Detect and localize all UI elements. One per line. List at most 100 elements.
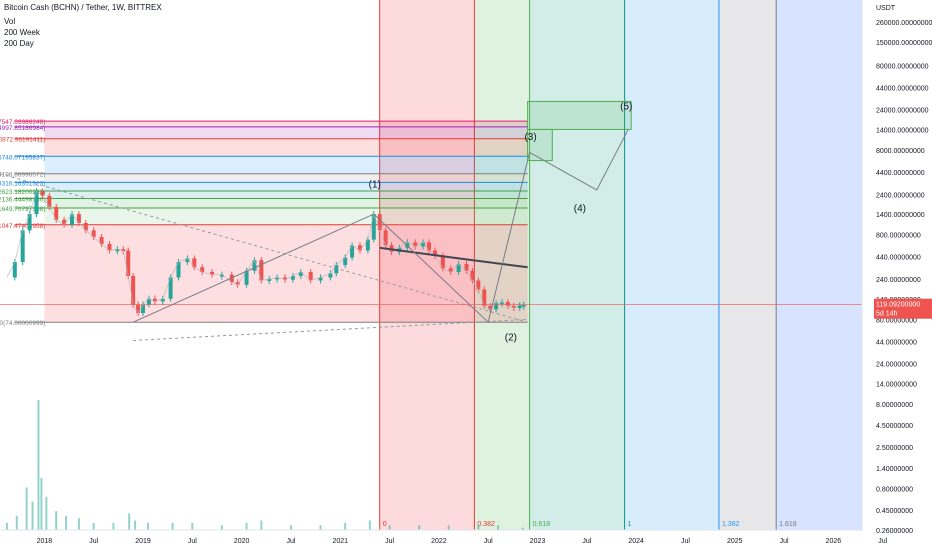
indicator-200-day[interactable]: 200 Day	[4, 39, 34, 48]
price-tick-label: 240.00000000	[876, 277, 921, 284]
time-tick-label: Jul	[188, 538, 197, 545]
price-tick-label: 0.45000000	[876, 508, 913, 515]
price-candle	[47, 195, 52, 207]
last-price-value: 119.09200000	[876, 302, 920, 309]
fib-band	[44, 126, 528, 139]
price-candle	[146, 298, 151, 305]
price-candle	[141, 304, 146, 314]
price-candle	[521, 304, 526, 307]
volume-bar	[37, 400, 40, 530]
time-tick-label: 2021	[332, 538, 348, 545]
time-zone-band	[529, 0, 625, 530]
volume-bar	[5, 522, 8, 530]
price-candle	[176, 262, 181, 278]
time-tick-label: 2020	[234, 538, 250, 545]
price-candle	[405, 242, 410, 248]
price-candle	[448, 268, 453, 272]
price-candle	[20, 230, 25, 263]
wave-label: (1)	[369, 179, 381, 190]
volume-bar	[146, 522, 149, 530]
volume-bar	[128, 513, 131, 530]
fib-level-label: 0.618(2623.18200263)	[0, 189, 45, 196]
price-tick-label: 80.00000000	[876, 317, 917, 324]
price-candle	[464, 264, 469, 271]
wave-label: (5)	[620, 102, 632, 113]
volume-bar	[289, 525, 292, 530]
price-tick-label: 8.00000000	[876, 402, 913, 409]
volume-bar	[191, 522, 194, 530]
wave-label: (4)	[574, 204, 586, 215]
time-zone-label: 1.382	[722, 521, 740, 528]
fib-level-label: 2.618(10872.96191411)	[0, 137, 45, 144]
time-tick-label: Jul	[878, 538, 887, 545]
price-candle	[365, 239, 370, 251]
volume-bar	[447, 525, 450, 530]
price-candle	[185, 258, 190, 263]
price-candle	[377, 214, 382, 231]
fib-level-label: 1.618(6748.07195837)	[0, 154, 45, 161]
time-zone-band	[624, 0, 719, 530]
price-candle	[494, 302, 499, 310]
fib-level-label: 0.786(3316.16351520)	[0, 180, 45, 187]
price-candle	[200, 267, 205, 272]
price-candle	[421, 242, 426, 247]
volume-bar	[25, 487, 28, 530]
price-candle	[482, 289, 487, 306]
price-candle	[283, 277, 288, 280]
volume-bar	[171, 522, 174, 530]
price-candle	[69, 214, 74, 225]
trend-line	[0, 173, 528, 323]
price-tick-label: 440.00000000	[876, 255, 921, 262]
price-candle	[160, 298, 165, 302]
fib-band	[44, 156, 528, 174]
price-tick-label: 260000.00000000	[876, 20, 932, 27]
price-tick-label: 1400.00000000	[876, 212, 925, 219]
price-candle	[34, 191, 39, 215]
volume-bar	[92, 522, 95, 530]
price-candle	[152, 298, 157, 302]
price-tick-label: 0.26000000	[876, 528, 913, 535]
price-candle	[62, 219, 67, 225]
price-axis-bg	[862, 0, 932, 550]
time-zone-label: 0.382	[477, 521, 495, 528]
price-candle	[259, 260, 264, 281]
indicator-200-week[interactable]: 200 Week	[4, 28, 40, 37]
price-candle	[126, 250, 131, 276]
price-tick-label: 2.50000000	[876, 445, 913, 452]
indicator-vol[interactable]: Vol	[4, 17, 16, 26]
volume-bar	[31, 501, 34, 530]
fib-band	[44, 191, 528, 199]
volume-bar	[319, 525, 322, 530]
volume-bar	[77, 518, 80, 530]
price-tick-label: 44000.00000000	[876, 85, 929, 92]
price-candle	[290, 276, 295, 280]
price-candle	[413, 242, 418, 247]
price-candle	[168, 277, 173, 299]
time-tick-label: Jul	[385, 538, 394, 545]
price-candle	[334, 265, 339, 274]
volume-bar	[418, 525, 421, 530]
price-candle	[76, 214, 81, 223]
fib-level-label: 4.236(17547.03386248)	[0, 119, 45, 126]
volume-bar	[344, 522, 347, 530]
price-candle	[210, 271, 215, 275]
price-tick-label: 0.80000000	[876, 487, 913, 494]
last-price-badge	[874, 298, 932, 319]
price-candle	[383, 230, 388, 246]
price-candle	[252, 260, 257, 271]
time-tick-label: Jul	[780, 538, 789, 545]
price-tick-label: 8000.00000000	[876, 148, 925, 155]
time-tick-label: 2026	[826, 538, 842, 545]
price-tick-label: 14000.00000000	[876, 127, 929, 134]
price-candle	[219, 274, 224, 277]
time-tick-label: 2024	[628, 538, 644, 545]
fib-band	[44, 182, 528, 192]
price-candle	[235, 282, 240, 285]
price-tick-label: 4.50000000	[876, 423, 913, 430]
price-candle	[91, 230, 96, 238]
volume-bar	[477, 525, 480, 530]
price-tick-label: 4400.00000000	[876, 170, 925, 177]
time-zone-label: 1.618	[779, 521, 797, 528]
